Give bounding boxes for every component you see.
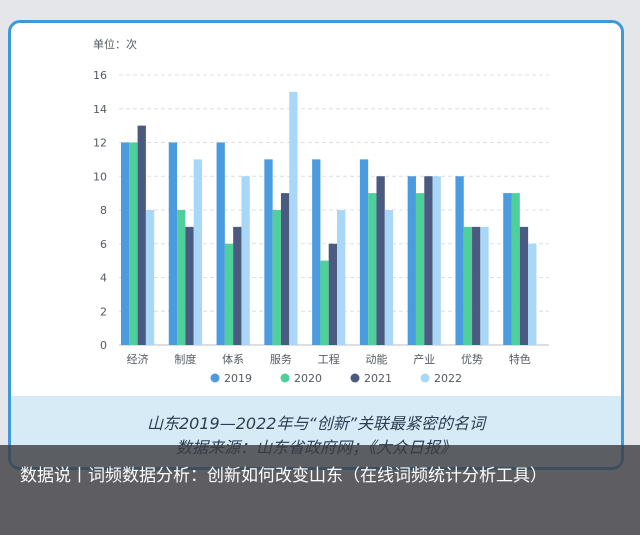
bar-体系-2020 — [224, 243, 234, 345]
x-tick-label: 工程 — [318, 353, 340, 366]
bars — [121, 91, 537, 345]
bar-优势-2022 — [480, 226, 489, 345]
x-axis: 经济 制度 体系 服务 工程 动能 产业 优势 特色 — [127, 352, 531, 366]
y-axis: 0 2 4 6 8 10 12 14 16 — [93, 69, 107, 352]
x-tick-label: 动能 — [365, 352, 387, 366]
bar-产业-2019 — [407, 176, 416, 345]
chart-card: 单位：次 0 2 4 6 8 10 12 14 16 经济 制度 体系 服务 工程 动能 产业 优势 特色 20… — [8, 20, 624, 470]
y-tick-label: 6 — [100, 238, 107, 251]
legend-label-2022: 2022 — [434, 372, 462, 385]
legend-label-2021: 2021 — [364, 372, 392, 385]
bar-服务-2020 — [272, 210, 281, 345]
bar-动能-2019 — [359, 159, 369, 345]
bar-制度-2022 — [193, 159, 202, 345]
bar-特色-2021 — [519, 226, 529, 345]
bar-制度-2021 — [185, 226, 194, 345]
bar-特色-2022 — [528, 243, 537, 345]
legend-swatch-2021 — [350, 373, 360, 383]
x-tick-label: 制度 — [174, 352, 196, 366]
bar-体系-2022 — [241, 176, 250, 345]
x-tick-label: 产业 — [413, 352, 435, 366]
legend-swatch-2019 — [210, 373, 220, 383]
x-tick-label: 优势 — [461, 353, 483, 366]
article-title-overlay: 数据说丨词频数据分析：创新如何改变山东（在线词频统计分析工具） — [0, 445, 640, 535]
legend-swatch-2020 — [280, 373, 290, 383]
bar-经济-2019 — [121, 142, 130, 345]
bar-工程-2021 — [328, 243, 338, 345]
legend-label-2020: 2020 — [294, 372, 322, 385]
bar-动能-2022 — [384, 210, 394, 345]
bar-产业-2021 — [424, 176, 433, 345]
x-tick-label: 经济 — [127, 352, 149, 366]
bar-经济-2021 — [137, 125, 146, 345]
x-tick-label: 特色 — [509, 352, 531, 366]
y-tick-label: 2 — [100, 305, 107, 318]
bar-服务-2021 — [280, 193, 290, 345]
bar-动能-2021 — [376, 176, 385, 345]
unit-label: 单位：次 — [93, 37, 137, 51]
y-tick-label: 14 — [93, 103, 107, 116]
y-tick-label: 4 — [100, 272, 107, 285]
bar-服务-2019 — [264, 159, 273, 345]
y-tick-label: 10 — [93, 170, 107, 183]
bar-体系-2021 — [233, 226, 242, 345]
x-tick-label: 体系 — [222, 352, 244, 366]
legend-label-2019: 2019 — [224, 372, 252, 385]
article-title[interactable]: 数据说丨词频数据分析：创新如何改变山东（在线词频统计分析工具） — [20, 466, 547, 486]
bar-工程-2020 — [320, 260, 329, 345]
bar-优势-2019 — [455, 176, 464, 345]
bar-制度-2019 — [168, 142, 178, 345]
bar-产业-2022 — [432, 176, 441, 345]
x-tick-label: 服务 — [270, 353, 292, 366]
bar-产业-2020 — [415, 193, 425, 345]
bar-经济-2020 — [129, 142, 138, 345]
y-tick-label: 8 — [100, 204, 107, 217]
bar-工程-2019 — [312, 159, 321, 345]
bar-特色-2020 — [511, 193, 520, 345]
bar-优势-2020 — [463, 226, 473, 345]
chart-caption-title: 山东2019—2022年与“创新”关联最紧密的名词 — [146, 414, 486, 433]
bar-chart: 单位：次 0 2 4 6 8 10 12 14 16 经济 制度 体系 服务 工程 动能 产业 优势 特色 20… — [93, 37, 549, 385]
bar-经济-2022 — [145, 210, 155, 345]
y-tick-label: 0 — [100, 339, 107, 352]
bar-体系-2019 — [216, 142, 225, 345]
legend: 2019 2020 2021 2022 — [210, 372, 462, 385]
bar-特色-2019 — [503, 193, 512, 345]
bar-工程-2022 — [337, 210, 346, 345]
y-tick-label: 16 — [93, 69, 107, 82]
y-tick-label: 12 — [93, 137, 107, 150]
legend-swatch-2022 — [420, 373, 430, 383]
bar-优势-2021 — [472, 226, 481, 345]
bar-制度-2020 — [177, 210, 186, 345]
bar-动能-2020 — [368, 193, 377, 345]
bar-服务-2022 — [289, 91, 298, 345]
